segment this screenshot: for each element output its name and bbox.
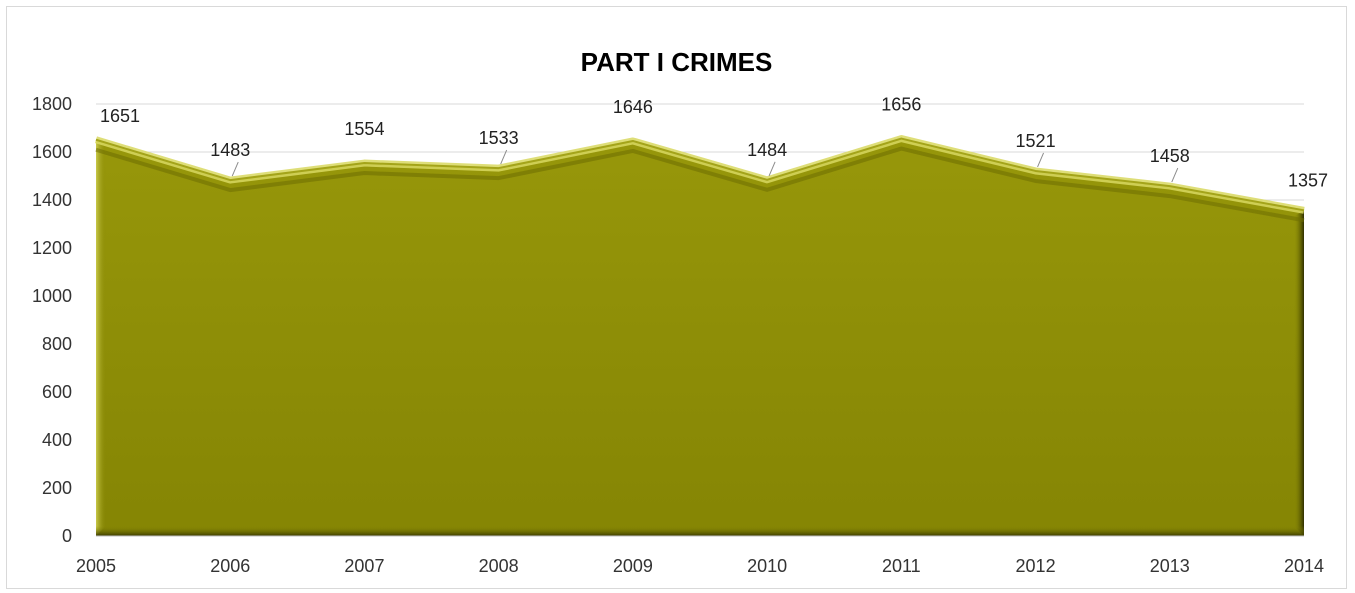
y-tick-label: 800 [42,334,72,354]
x-tick-label: 2007 [344,556,384,576]
data-label: 1458 [1150,146,1190,166]
x-tick-label: 2012 [1016,556,1056,576]
data-label: 1357 [1288,170,1328,190]
area-inner-shadow [95,146,1305,223]
y-tick-label: 400 [42,430,72,450]
x-tick-label: 2011 [882,556,921,576]
data-label: 1651 [100,106,140,126]
series-line [95,137,1305,212]
area-bevel-bottom [96,526,1304,536]
x-tick-label: 2008 [479,556,519,576]
y-tick-label: 200 [42,478,72,498]
data-label-leader [231,161,239,177]
x-tick-label: 2009 [613,556,653,576]
data-label-leader [500,149,508,165]
data-label: 1656 [881,95,921,115]
y-tick-label: 600 [42,382,72,402]
x-tick-label: 2013 [1150,556,1190,576]
area-bevel-right [1294,210,1304,536]
data-label: 1533 [479,128,519,148]
y-tick-label: 1000 [32,286,72,306]
data-label: 1554 [344,119,384,139]
area-fill [96,138,1304,536]
y-tick-label: 0 [62,526,72,546]
x-tick-label: 2006 [210,556,250,576]
chart-title: PART I CRIMES [580,47,773,77]
data-label: 1484 [747,140,787,160]
data-label-leader [1171,167,1179,183]
area-bevel-left [96,139,106,536]
data-label: 1483 [210,140,250,160]
data-label-leader [768,161,776,177]
y-tick-label: 1800 [32,94,72,114]
data-label-leader [1037,152,1045,168]
data-label: 1646 [613,97,653,117]
data-label: 1521 [1016,131,1056,151]
y-tick-label: 1400 [32,190,72,210]
x-tick-label: 2010 [747,556,787,576]
y-tick-label: 1200 [32,238,72,258]
x-tick-label: 2014 [1284,556,1324,576]
x-tick-label: 2005 [76,556,116,576]
y-tick-label: 1600 [32,142,72,162]
